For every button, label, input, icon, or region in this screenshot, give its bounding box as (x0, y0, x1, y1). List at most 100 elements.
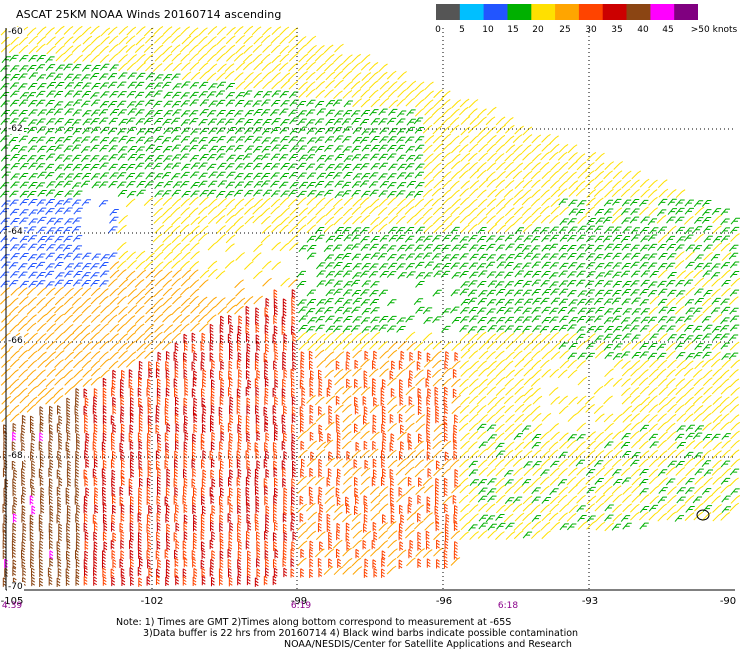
wind-barb (172, 62, 182, 72)
wind-barb (171, 135, 181, 143)
wind-barb (283, 540, 287, 551)
wind-barb (53, 90, 64, 98)
wind-barb (585, 316, 595, 324)
wind-barb (37, 304, 48, 314)
wind-barb (18, 217, 29, 225)
wind-barb (90, 144, 100, 152)
wind-barb (72, 128, 82, 135)
wind-barb (137, 512, 142, 523)
wind-barb (108, 53, 119, 62)
wind-barb (193, 568, 198, 578)
wind-barb (541, 412, 552, 422)
wind-barb (370, 281, 380, 289)
wind-barb (351, 306, 361, 314)
wind-barb (117, 91, 127, 98)
wind-barb (125, 172, 136, 180)
wind-barb (413, 341, 424, 351)
wind-barb (612, 513, 623, 522)
wind-barb (117, 313, 128, 323)
wind-barb (378, 530, 388, 539)
wind-barb (84, 540, 89, 551)
wind-barb (64, 101, 74, 109)
wind-barb (719, 404, 730, 414)
wind-barb (595, 217, 605, 225)
wind-barb (381, 441, 386, 451)
wind-barb (54, 144, 64, 152)
wind-barb (487, 529, 498, 539)
wind-barb (125, 340, 136, 350)
wind-barb (674, 260, 685, 269)
wind-barb (360, 206, 370, 215)
wind-barb (386, 557, 397, 567)
wind-barb (242, 90, 253, 98)
wind-barb (56, 513, 61, 524)
wind-barb (26, 155, 37, 163)
wind-barb (18, 172, 29, 180)
wind-barb (548, 512, 559, 522)
wind-barb (332, 198, 343, 208)
wind-barb (657, 439, 667, 449)
wind-barb (478, 350, 489, 360)
wind-barb (154, 34, 164, 44)
wind-barb (594, 306, 605, 314)
wind-barb (396, 97, 407, 107)
wind-barb (217, 63, 227, 73)
wind-barb (35, 182, 46, 190)
wind-barb (202, 450, 207, 460)
wind-barb (100, 91, 110, 99)
wind-barb (485, 116, 496, 126)
wind-barb (458, 477, 469, 487)
wind-barb (75, 558, 80, 569)
wind-barb (414, 449, 425, 458)
wind-barb (163, 100, 173, 108)
wind-barb (298, 71, 308, 80)
wind-barb (630, 244, 640, 252)
wind-barb (118, 214, 128, 224)
wind-barb (143, 27, 154, 37)
wind-barb (505, 369, 515, 379)
wind-barb (127, 153, 137, 161)
wind-barb (288, 62, 298, 72)
wind-barb (459, 414, 469, 424)
wind-barb (63, 26, 74, 35)
wind-barb (575, 477, 586, 486)
wind-barb (435, 405, 440, 415)
wind-barb (370, 494, 381, 504)
wind-barb (352, 297, 362, 305)
wind-barb (406, 181, 416, 188)
wind-barb (326, 477, 331, 487)
wind-barb (91, 305, 101, 314)
wind-barb (255, 307, 260, 317)
wind-barb (180, 53, 190, 62)
wind-barb (531, 214, 542, 224)
wind-barb (486, 308, 496, 316)
wind-barb (101, 441, 106, 451)
wind-barb (521, 144, 532, 154)
wind-barb (282, 467, 286, 478)
wind-barb (164, 459, 169, 470)
wind-barb (63, 340, 73, 350)
wind-barb (210, 521, 214, 532)
wind-barb (389, 413, 394, 424)
wind-barb (237, 550, 242, 560)
wind-barb (0, 208, 10, 215)
wind-barb (316, 155, 326, 162)
wind-barb (406, 118, 416, 126)
wind-barb (460, 126, 471, 136)
wind-barb (219, 460, 224, 470)
wind-barb (90, 367, 101, 377)
wind-barb (271, 261, 282, 271)
wind-barb (297, 110, 307, 118)
wind-barb (369, 198, 380, 208)
wind-barb (72, 25, 83, 35)
wind-barb (174, 369, 179, 379)
wind-barb (504, 332, 515, 342)
wind-barb (603, 395, 613, 405)
wind-barb (81, 287, 92, 297)
wind-barb (54, 359, 64, 368)
wind-barb (237, 468, 242, 479)
wind-barb (566, 513, 577, 522)
wind-barb (476, 404, 487, 414)
wind-barb (630, 360, 641, 369)
note-line-1: Note: 1) Times are GMT 2)Times along bot… (116, 617, 512, 628)
